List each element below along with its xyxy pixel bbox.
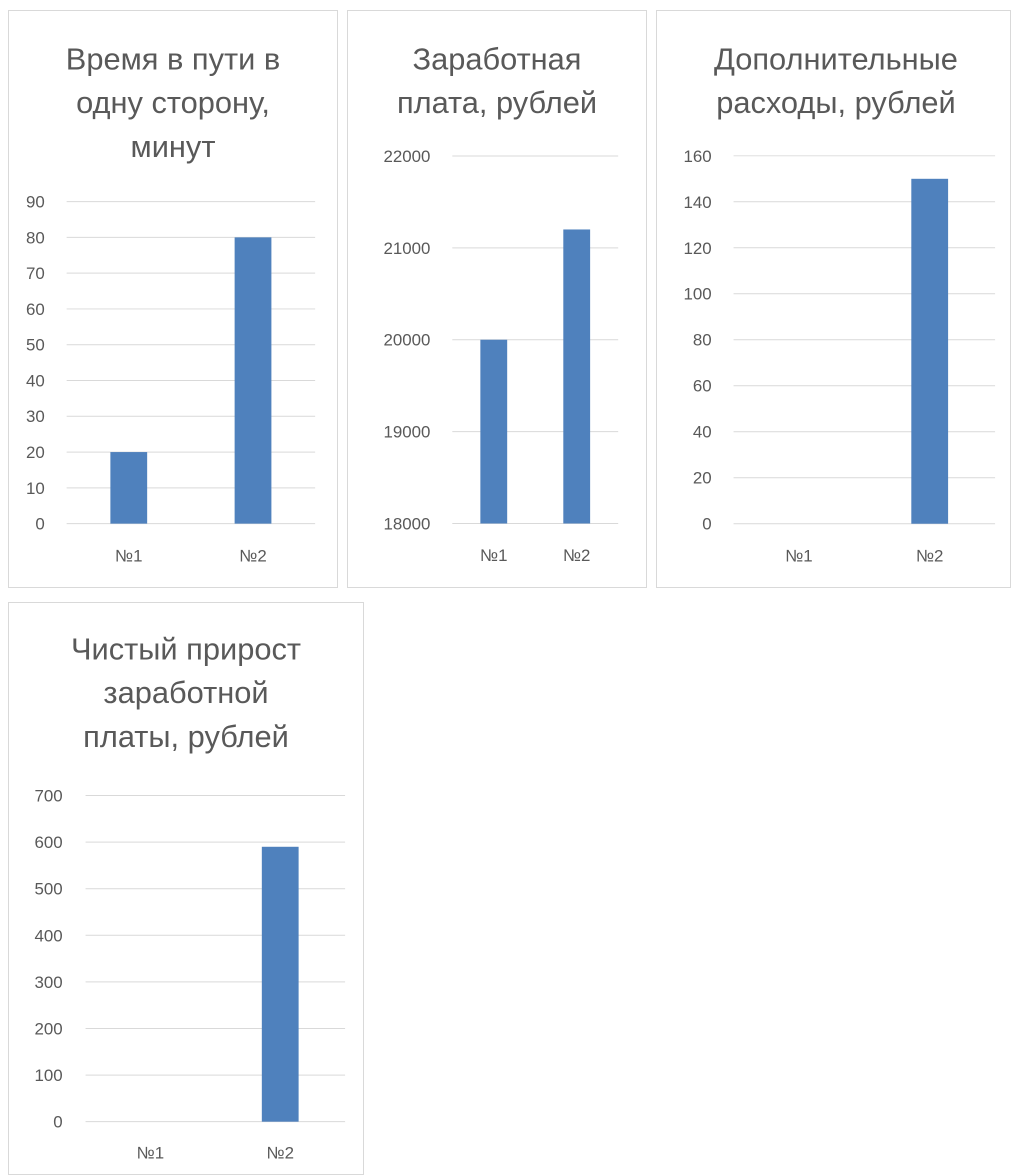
bar-2 <box>911 178 949 524</box>
y-tick-label: 60 <box>693 377 712 396</box>
chart-title-line: одну сторону, <box>76 85 270 120</box>
x-category-label: №1 <box>785 547 813 566</box>
chart-extra-costs: Дополнительные расходы, рублей 0 20 40 60 80 10… <box>656 10 1011 588</box>
y-tick-label: 160 <box>684 147 712 166</box>
bar-2 <box>563 229 591 524</box>
y-tick-label: 500 <box>35 880 63 899</box>
y-tick-label: 70 <box>26 264 45 283</box>
bar-2 <box>261 846 299 1122</box>
x-category-label: №1 <box>115 546 143 565</box>
chart-travel-time: Время в пути в одну сторону, минут 0 10 20 30 4… <box>8 10 338 588</box>
bar-1 <box>110 452 148 524</box>
y-tick-label: 40 <box>26 371 45 390</box>
chart-title-line: Дополнительные <box>714 41 958 76</box>
y-tick-label: 50 <box>26 336 45 355</box>
y-tick-label: 19000 <box>384 423 431 442</box>
y-tick-label: 20 <box>693 469 712 488</box>
chart-title-line: минут <box>131 129 216 164</box>
chart-net-salary-gain: Чистый прирост заработной платы, рублей 0 10… <box>8 602 364 1175</box>
chart-net-salary-gain-svg: Чистый прирост заработной платы, рублей 0 10… <box>35 631 346 1162</box>
x-category-label: №2 <box>916 547 944 566</box>
x-category-label: №1 <box>137 1143 165 1162</box>
y-tick-label: 300 <box>35 973 63 992</box>
chart-title-line: Время в пути в <box>66 41 280 76</box>
chart-title-line: заработной <box>103 675 268 710</box>
y-tick-label: 40 <box>693 423 712 442</box>
y-tick-label: 0 <box>702 515 711 534</box>
chart-travel-time-svg: Время в пути в одну сторону, минут 0 10 20 30 4… <box>26 41 316 565</box>
x-category-label: №1 <box>480 546 508 565</box>
chart-title-line: платы, рублей <box>83 719 289 754</box>
y-tick-label: 20 <box>26 443 45 462</box>
y-tick-label: 22000 <box>384 147 431 166</box>
y-tick-label: 200 <box>35 1019 63 1038</box>
bar-2 <box>234 237 272 524</box>
y-tick-label: 140 <box>684 193 712 212</box>
y-tick-label: 80 <box>26 228 45 247</box>
y-tick-label: 80 <box>693 331 712 350</box>
y-tick-label: 120 <box>684 239 712 258</box>
x-category-label: №2 <box>239 546 267 565</box>
y-tick-label: 60 <box>26 300 45 319</box>
y-tick-label: 700 <box>35 786 63 805</box>
chart-salary-svg: Заработная плата, рублей 18000 19000 20000 21… <box>384 42 619 565</box>
bar-1 <box>480 339 508 524</box>
chart-title-line: расходы, рублей <box>716 85 956 120</box>
chart-extra-costs-svg: Дополнительные расходы, рублей 0 20 40 60 80 10… <box>684 41 996 566</box>
x-category-label: №2 <box>266 1143 294 1162</box>
y-tick-label: 18000 <box>384 514 431 533</box>
chart-salary: Заработная плата, рублей 18000 19000 20000 21… <box>347 10 647 588</box>
chart-title-line: Заработная <box>413 42 582 77</box>
y-tick-label: 21000 <box>384 239 431 258</box>
chart-title-line: Чистый прирост <box>71 631 301 666</box>
y-tick-label: 10 <box>26 479 45 498</box>
y-tick-label: 100 <box>35 1066 63 1085</box>
y-tick-label: 0 <box>35 515 44 534</box>
y-tick-label: 30 <box>26 407 45 426</box>
y-tick-label: 100 <box>684 285 712 304</box>
x-category-label: №2 <box>563 546 591 565</box>
y-tick-label: 600 <box>35 833 63 852</box>
y-tick-label: 400 <box>35 926 63 945</box>
y-tick-label: 0 <box>53 1113 62 1132</box>
y-tick-label: 90 <box>26 193 45 212</box>
y-tick-label: 20000 <box>384 331 431 350</box>
chart-title-line: плата, рублей <box>397 85 597 120</box>
